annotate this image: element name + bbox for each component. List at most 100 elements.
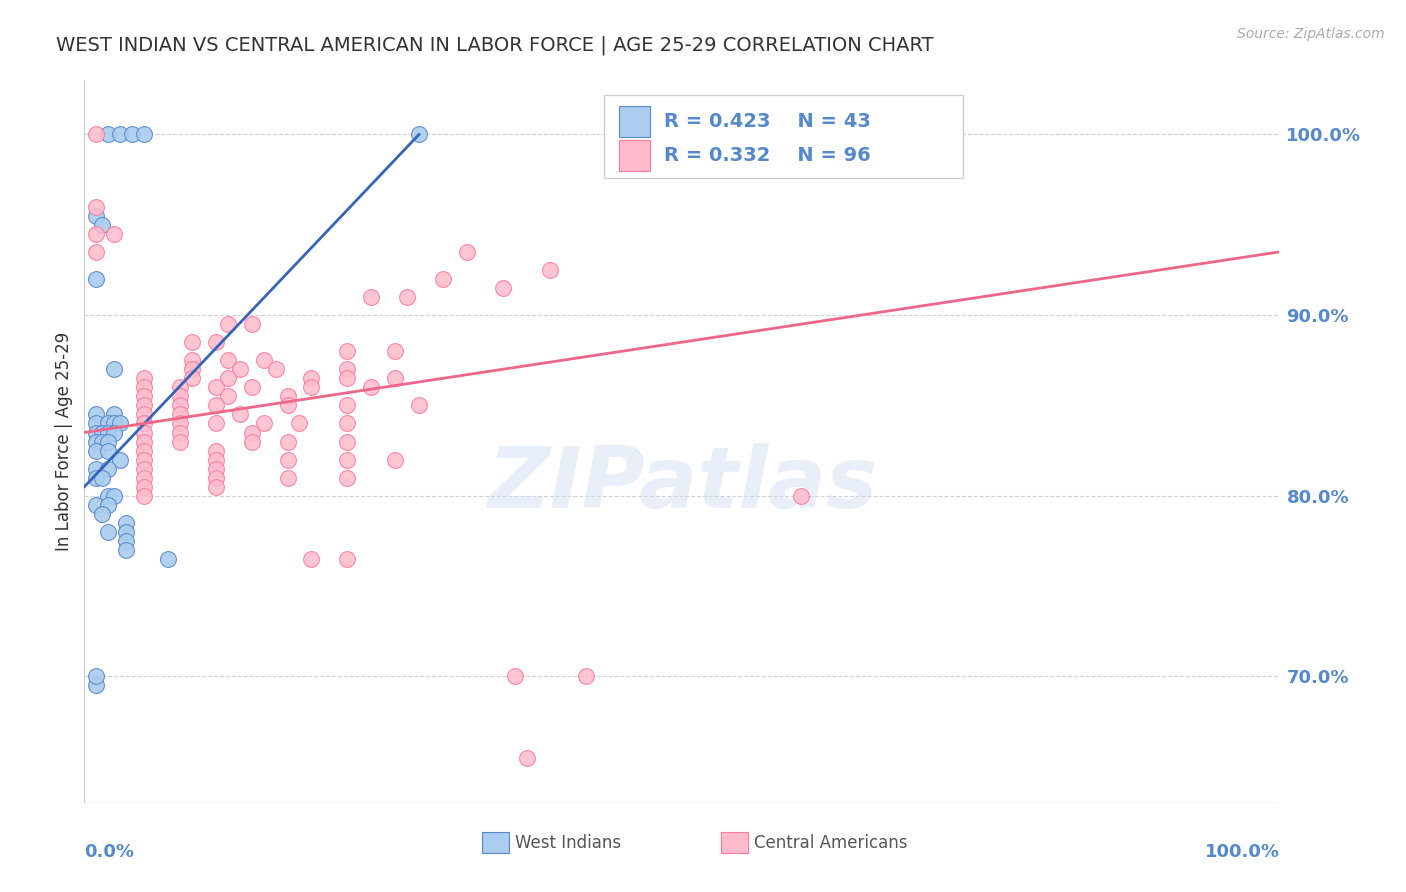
Point <box>86 498 108 512</box>
Point <box>132 434 156 449</box>
Point <box>408 128 430 142</box>
Point <box>86 678 108 692</box>
Point <box>97 443 120 458</box>
Point <box>132 408 156 422</box>
Text: Central Americans: Central Americans <box>754 833 907 852</box>
Point <box>132 480 156 494</box>
Point <box>277 434 299 449</box>
Point <box>181 353 204 368</box>
Point <box>91 425 114 440</box>
Point <box>575 669 598 683</box>
Point <box>103 362 125 376</box>
Point <box>86 434 108 449</box>
Point <box>301 371 323 385</box>
Point <box>205 398 228 412</box>
Point <box>169 398 191 412</box>
Point <box>86 244 108 259</box>
Point <box>86 417 108 431</box>
Point <box>132 128 156 142</box>
Text: WEST INDIAN VS CENTRAL AMERICAN IN LABOR FORCE | AGE 25-29 CORRELATION CHART: WEST INDIAN VS CENTRAL AMERICAN IN LABOR… <box>56 36 934 55</box>
Point <box>86 128 108 142</box>
Point <box>132 398 156 412</box>
Point <box>384 452 406 467</box>
Point <box>169 389 191 403</box>
Point <box>229 408 252 422</box>
Point <box>91 507 114 521</box>
Point <box>132 425 156 440</box>
Point <box>217 353 239 368</box>
Point <box>181 371 204 385</box>
Point <box>97 524 120 539</box>
Point <box>86 443 108 458</box>
Point <box>264 362 287 376</box>
Point <box>540 263 562 277</box>
FancyBboxPatch shape <box>619 106 650 136</box>
Point <box>103 489 125 503</box>
Point <box>217 371 239 385</box>
Point <box>103 227 125 241</box>
Point <box>97 489 120 503</box>
Point <box>205 480 228 494</box>
Point <box>205 470 228 484</box>
Point <box>115 533 138 548</box>
Point <box>336 398 359 412</box>
Point <box>86 227 108 241</box>
Point <box>115 524 138 539</box>
Point <box>253 353 276 368</box>
Point <box>384 371 406 385</box>
Point <box>103 417 125 431</box>
Point <box>288 417 311 431</box>
Point <box>240 380 263 394</box>
Point <box>456 244 478 259</box>
Point <box>790 489 813 503</box>
Point <box>205 335 228 350</box>
Point <box>115 543 138 558</box>
Point <box>157 552 180 566</box>
Point <box>205 380 228 394</box>
Point <box>169 434 191 449</box>
Point <box>132 461 156 475</box>
Point <box>115 516 138 530</box>
Point <box>132 380 156 394</box>
Point <box>86 470 108 484</box>
Point <box>181 335 204 350</box>
Point <box>432 272 454 286</box>
FancyBboxPatch shape <box>605 95 963 178</box>
Point <box>97 417 120 431</box>
Point <box>86 425 108 440</box>
Point <box>86 272 108 286</box>
Point <box>97 461 120 475</box>
Point <box>181 362 204 376</box>
Point <box>86 461 108 475</box>
Point <box>360 380 382 394</box>
Point <box>229 362 252 376</box>
Point <box>240 317 263 331</box>
Point <box>132 443 156 458</box>
Point <box>132 489 156 503</box>
Point <box>97 128 120 142</box>
Point <box>360 290 382 304</box>
Text: R = 0.423    N = 43: R = 0.423 N = 43 <box>664 112 870 131</box>
Text: Source: ZipAtlas.com: Source: ZipAtlas.com <box>1237 27 1385 41</box>
Point <box>205 461 228 475</box>
Point <box>731 128 754 142</box>
Point <box>121 128 143 142</box>
Text: 0.0%: 0.0% <box>84 843 135 861</box>
Point <box>277 470 299 484</box>
Point <box>91 434 114 449</box>
Point <box>217 389 239 403</box>
Point <box>240 434 263 449</box>
Point <box>336 434 359 449</box>
Point <box>132 452 156 467</box>
Point <box>97 425 120 440</box>
Point <box>97 434 120 449</box>
Point <box>277 398 299 412</box>
Point <box>132 470 156 484</box>
FancyBboxPatch shape <box>482 831 509 854</box>
Point <box>110 452 132 467</box>
Point <box>91 218 114 232</box>
Point <box>110 128 132 142</box>
Point <box>336 452 359 467</box>
Point <box>103 425 125 440</box>
Point <box>169 408 191 422</box>
